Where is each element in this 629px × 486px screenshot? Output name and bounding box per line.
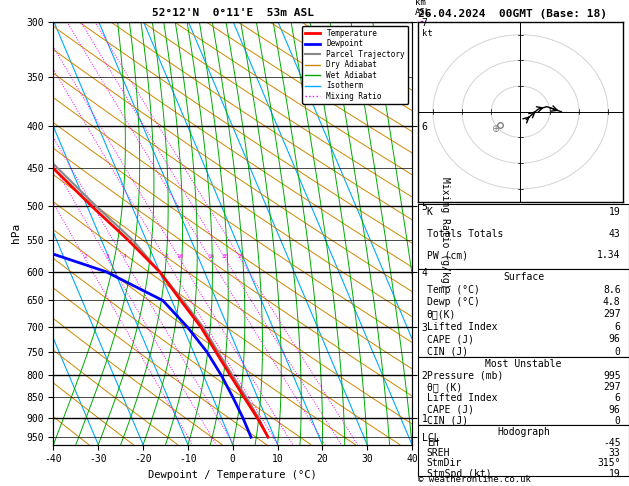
Text: θᴄ(K): θᴄ(K)	[426, 310, 456, 319]
Text: Most Unstable: Most Unstable	[486, 359, 562, 369]
Text: Surface: Surface	[503, 272, 544, 282]
Bar	[418, 425, 629, 476]
Text: 25: 25	[237, 254, 245, 260]
Text: Lifted Index: Lifted Index	[426, 322, 497, 332]
Text: 0: 0	[615, 347, 621, 357]
Bar	[418, 269, 629, 357]
Text: 26.04.2024  00GMT (Base: 18): 26.04.2024 00GMT (Base: 18)	[418, 9, 607, 19]
Text: 8: 8	[164, 254, 168, 260]
Text: 16: 16	[207, 254, 214, 260]
Text: -45: -45	[603, 437, 621, 448]
Y-axis label: Mixing Ratio (g/kg): Mixing Ratio (g/kg)	[440, 177, 450, 289]
Text: kt: kt	[423, 29, 433, 38]
Text: 96: 96	[609, 405, 621, 415]
Bar	[418, 357, 629, 425]
Text: 995: 995	[603, 371, 621, 381]
Text: Lifted Index: Lifted Index	[426, 393, 497, 403]
X-axis label: Dewpoint / Temperature (°C): Dewpoint / Temperature (°C)	[148, 470, 317, 480]
Text: CIN (J): CIN (J)	[426, 347, 468, 357]
Bar	[418, 204, 629, 269]
Text: 10: 10	[176, 254, 184, 260]
Y-axis label: hPa: hPa	[11, 223, 21, 243]
Text: 297: 297	[603, 310, 621, 319]
Text: K: K	[426, 207, 433, 217]
Text: 3: 3	[106, 254, 109, 260]
Text: CAPE (J): CAPE (J)	[426, 405, 474, 415]
Text: 4: 4	[123, 254, 126, 260]
Text: StmSpd (kt): StmSpd (kt)	[426, 469, 491, 479]
Text: 1.34: 1.34	[597, 250, 621, 260]
Text: Hodograph: Hodograph	[497, 427, 550, 437]
Text: © weatheronline.co.uk: © weatheronline.co.uk	[418, 474, 531, 484]
Text: 8.6: 8.6	[603, 285, 621, 295]
Text: 19: 19	[609, 469, 621, 479]
Text: 315°: 315°	[597, 458, 621, 469]
Text: EH: EH	[426, 437, 438, 448]
Text: CIN (J): CIN (J)	[426, 416, 468, 426]
Text: ⊕: ⊕	[491, 124, 499, 134]
Text: CAPE (J): CAPE (J)	[426, 334, 474, 345]
Text: Totals Totals: Totals Totals	[426, 228, 503, 239]
Text: PW (cm): PW (cm)	[426, 250, 468, 260]
Text: 43: 43	[609, 228, 621, 239]
Text: 33: 33	[609, 448, 621, 458]
Text: 6: 6	[615, 322, 621, 332]
Text: 6: 6	[615, 393, 621, 403]
Text: StmDir: StmDir	[426, 458, 462, 469]
Text: km
ASL: km ASL	[415, 0, 431, 17]
Text: 19: 19	[609, 207, 621, 217]
Text: Temp (°C): Temp (°C)	[426, 285, 479, 295]
Text: 0: 0	[615, 416, 621, 426]
Text: 20: 20	[222, 254, 230, 260]
Text: 96: 96	[609, 334, 621, 345]
Text: SREH: SREH	[426, 448, 450, 458]
Text: θᴄ (K): θᴄ (K)	[426, 382, 462, 392]
Title: 52°12'N  0°11'E  53m ASL: 52°12'N 0°11'E 53m ASL	[152, 8, 314, 18]
Text: 4.8: 4.8	[603, 297, 621, 307]
Text: Pressure (mb): Pressure (mb)	[426, 371, 503, 381]
Text: 297: 297	[603, 382, 621, 392]
Text: Dewp (°C): Dewp (°C)	[426, 297, 479, 307]
Text: 2: 2	[84, 254, 87, 260]
Legend: Temperature, Dewpoint, Parcel Trajectory, Dry Adiabat, Wet Adiabat, Isotherm, Mi: Temperature, Dewpoint, Parcel Trajectory…	[302, 26, 408, 104]
